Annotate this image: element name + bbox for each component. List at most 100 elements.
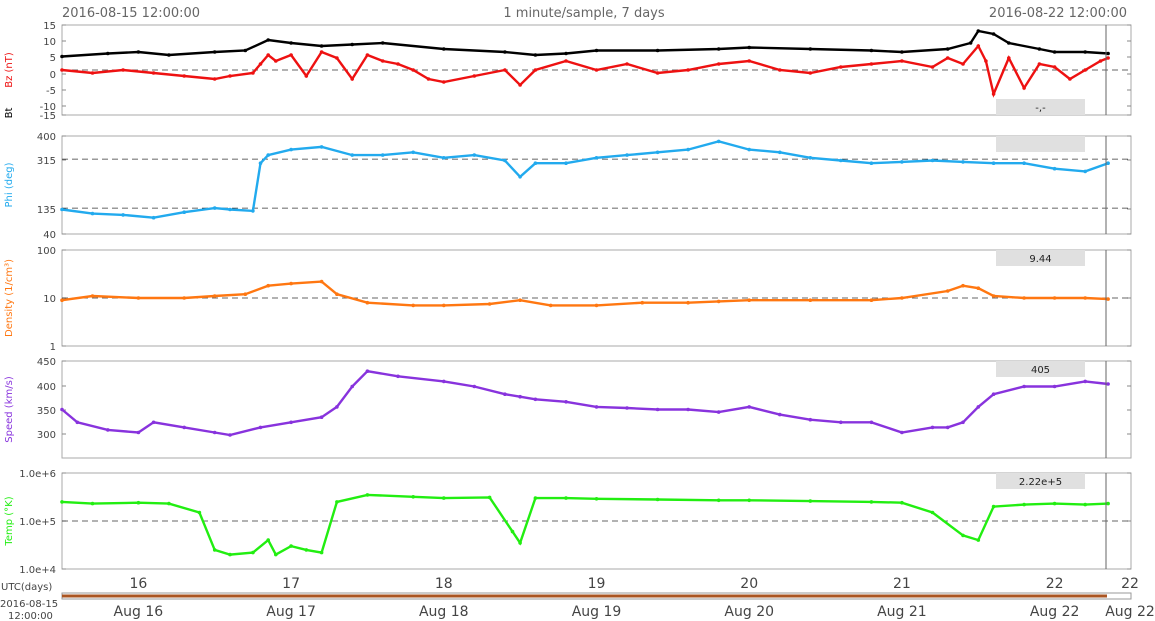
data-point xyxy=(655,407,660,412)
data-point xyxy=(808,417,813,422)
y-tick-label: 315 xyxy=(37,156,56,167)
data-point xyxy=(533,161,538,165)
data-point xyxy=(716,47,721,51)
data-point xyxy=(518,175,522,179)
data-point xyxy=(1052,296,1057,300)
date-tick-label: Aug 18 xyxy=(419,604,469,620)
data-point xyxy=(197,510,202,515)
data-point xyxy=(1083,379,1087,384)
data-point xyxy=(182,210,186,214)
data-point xyxy=(945,425,950,430)
data-point xyxy=(747,298,751,303)
data-point xyxy=(594,48,599,53)
data-point xyxy=(251,550,255,555)
data-point xyxy=(350,153,355,157)
y-tick-label: 400 xyxy=(37,132,56,143)
data-point xyxy=(258,425,263,430)
data-point xyxy=(747,405,751,409)
data-point xyxy=(442,496,446,500)
data-point xyxy=(900,296,904,300)
data-point xyxy=(1022,384,1026,389)
data-point xyxy=(976,538,981,542)
panel-frame xyxy=(61,135,1132,235)
y-tick-label: -5 xyxy=(46,86,56,97)
data-point xyxy=(548,303,553,308)
series-temp xyxy=(60,493,1110,557)
data-point xyxy=(1106,501,1110,506)
y-tick-label: 1.0e+5 xyxy=(19,517,56,528)
data-point xyxy=(533,53,538,57)
series-trace xyxy=(61,280,1109,307)
data-point xyxy=(266,53,271,57)
data-point xyxy=(182,296,186,300)
data-point xyxy=(655,497,660,502)
data-point xyxy=(442,303,446,308)
y-tick-label: 450 xyxy=(37,357,56,368)
data-point xyxy=(60,54,64,59)
footer-start-time: 12:00:00 xyxy=(8,611,53,621)
data-point xyxy=(136,430,141,435)
data-point xyxy=(839,65,843,69)
data-point xyxy=(945,56,950,60)
data-point xyxy=(411,495,416,499)
data-point xyxy=(900,59,904,63)
y-tick-label: 100 xyxy=(37,246,56,257)
data-point xyxy=(808,47,813,51)
data-point xyxy=(564,161,568,165)
data-point xyxy=(869,500,874,504)
data-point xyxy=(151,420,156,425)
data-point xyxy=(778,68,782,72)
data-point xyxy=(1052,65,1057,69)
series-phi xyxy=(60,139,1110,220)
series-speed xyxy=(60,369,1110,437)
data-point xyxy=(289,147,293,152)
data-point xyxy=(900,500,904,505)
date-tick-label: Aug 19 xyxy=(572,604,622,620)
data-point xyxy=(1083,169,1087,174)
data-point xyxy=(747,45,751,50)
data-point xyxy=(289,281,293,286)
panel-2: 100 10 1 Density (1/cm³) 9.44 xyxy=(4,246,1132,353)
data-point xyxy=(304,548,309,552)
series-bt xyxy=(60,29,1110,59)
y-tick-label: 350 xyxy=(37,406,56,417)
data-point xyxy=(1083,50,1087,54)
data-point xyxy=(594,497,599,501)
data-point xyxy=(90,294,95,298)
data-point xyxy=(487,495,492,500)
data-point xyxy=(151,71,156,75)
series-trace xyxy=(61,43,1109,98)
y-tick-label: 1.0e+4 xyxy=(19,565,56,576)
data-point xyxy=(808,156,813,160)
data-point xyxy=(991,161,996,165)
data-point xyxy=(228,433,232,437)
data-point xyxy=(625,153,629,157)
data-point xyxy=(976,286,981,291)
y-axis-label: Bz (nT) xyxy=(4,52,15,88)
data-point xyxy=(533,397,538,402)
data-point xyxy=(991,32,996,36)
data-point xyxy=(228,207,232,212)
data-point xyxy=(968,41,973,45)
data-point xyxy=(594,303,599,308)
data-point xyxy=(212,77,217,81)
data-point xyxy=(716,498,721,503)
data-point xyxy=(1052,50,1057,54)
data-point xyxy=(487,302,492,306)
current-value-badge xyxy=(996,361,1085,377)
data-point xyxy=(365,369,370,374)
data-point xyxy=(518,298,522,303)
data-point xyxy=(182,74,186,78)
data-point xyxy=(686,68,690,72)
data-point xyxy=(961,533,965,538)
data-point xyxy=(380,59,385,63)
data-point xyxy=(716,299,721,304)
y-axis-label-secondary: Bt xyxy=(4,108,15,119)
x-tick-label: 17 xyxy=(282,576,300,592)
data-point xyxy=(564,51,568,56)
data-point xyxy=(503,50,507,54)
date-tick-label: Aug 22 xyxy=(1030,604,1080,620)
data-point xyxy=(747,147,751,152)
data-point xyxy=(976,44,981,48)
